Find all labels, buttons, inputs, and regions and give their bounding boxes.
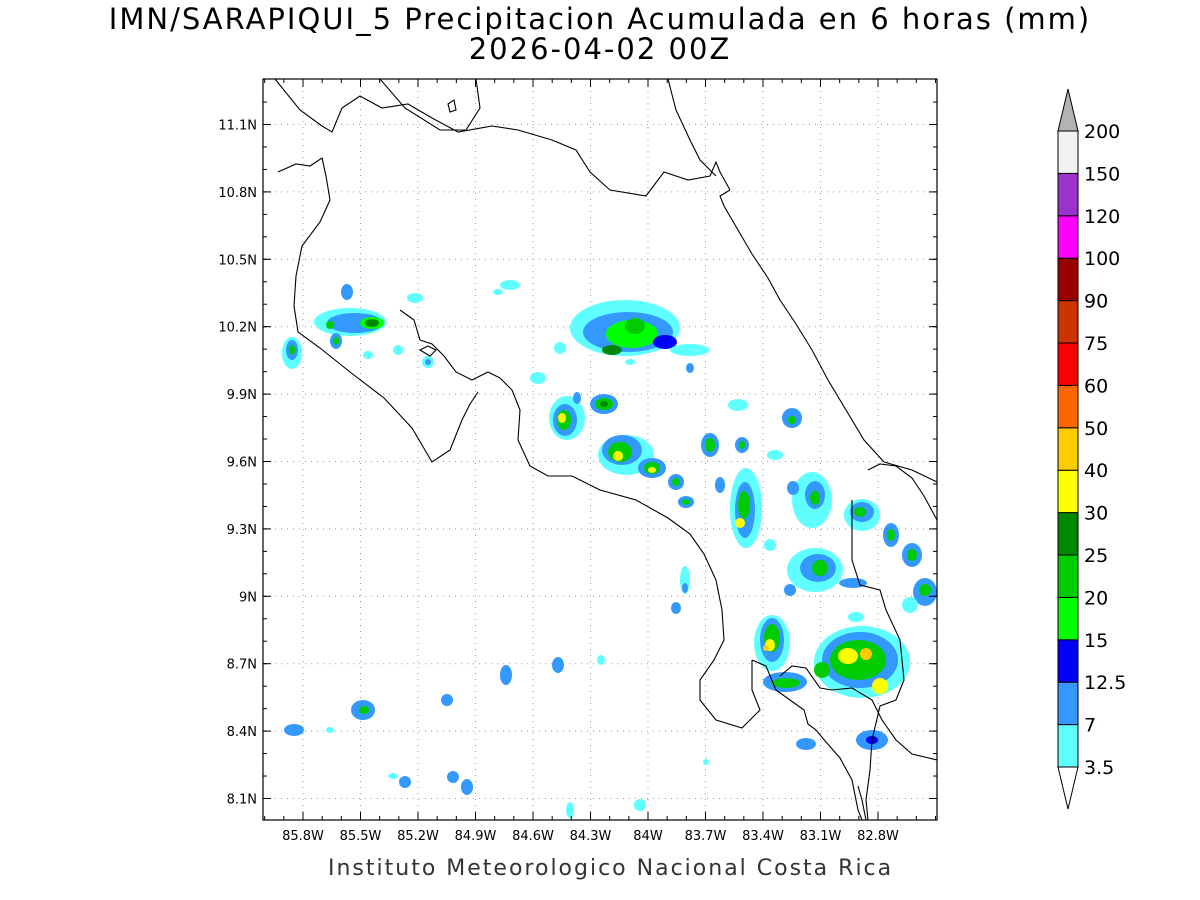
precipitation-field [282, 280, 937, 818]
map-title: IMN/SARAPIQUI_5 Precipitacion Acumulada … [108, 2, 1092, 36]
colorbar-level-label: 3.5 [1084, 757, 1114, 779]
colorbar-level-label: 75 [1084, 333, 1108, 355]
colorbar-level-label: 7 [1084, 715, 1096, 737]
colorbar-level-label: 20 [1084, 587, 1108, 609]
colorbar-level-label: 100 [1084, 248, 1120, 270]
colorbar-swatch [1057, 342, 1079, 386]
colorbar-swatch [1057, 427, 1079, 471]
lon-tick-label: 84.3W [570, 829, 612, 844]
latitude-labels: 11.1N 10.8N 10.5N 10.2N 9.9N 9.6N 9.3N 9N 8.7N 8.… [218, 119, 257, 808]
lon-tick-label: 84W [633, 829, 663, 844]
colorbar-swatch [1057, 257, 1079, 302]
lon-tick-label: 83.1W [800, 829, 842, 844]
lat-tick-label: 8.7N [227, 658, 257, 673]
lat-tick-label: 11.1N [218, 119, 257, 134]
lon-tick-label: 83.7W [685, 829, 727, 844]
lat-tick-label: 9.9N [227, 388, 257, 403]
lat-tick-label: 10.2N [218, 321, 257, 336]
colorbar-under-arrow [1057, 766, 1079, 810]
colorbar-level-label: 200 [1084, 121, 1120, 143]
colorbar-swatch [1057, 384, 1079, 429]
colorbar-level-label: 30 [1084, 503, 1108, 525]
colorbar-swatch [1057, 215, 1079, 259]
colorbar-level-label: 150 [1084, 163, 1120, 185]
lon-tick-label: 85.8W [282, 829, 324, 844]
lat-tick-label: 9N [239, 590, 257, 605]
map-subtitle: 2026-04-02 00Z [468, 32, 732, 66]
lat-tick-label: 9.3N [227, 523, 257, 538]
colorbar-swatch [1057, 639, 1079, 683]
colorbar-level-label: 25 [1084, 545, 1108, 567]
colorbar-swatch [1057, 724, 1079, 768]
colorbar-level-label: 40 [1084, 460, 1108, 482]
colorbar-swatch [1057, 681, 1079, 726]
colorbar: 3.5 7 12.5 15 20 25 30 40 50 60 75 90 100 120 150 200 [1057, 88, 1126, 810]
colorbar-swatch [1057, 469, 1079, 514]
colorbar-swatch [1057, 172, 1079, 217]
colorbar-level-label: 90 [1084, 291, 1108, 313]
colorbar-level-label: 60 [1084, 375, 1108, 397]
lon-tick-label: 85.5W [340, 829, 382, 844]
lon-tick-label: 83.4W [742, 829, 784, 844]
colorbar-level-label: 12.5 [1084, 672, 1126, 694]
lon-tick-label: 85.2W [397, 829, 439, 844]
colorbar-swatch [1057, 300, 1079, 344]
credit-text: Instituto Meteorologico Nacional Costa R… [328, 856, 894, 881]
lat-tick-label: 8.4N [227, 725, 257, 740]
colorbar-swatch [1057, 130, 1079, 174]
colorbar-swatch [1057, 554, 1079, 598]
coastline-borders [274, 79, 937, 820]
colorbar-level-label: 120 [1084, 206, 1120, 228]
lat-tick-label: 10.5N [218, 253, 257, 268]
colorbar-swatch [1057, 512, 1079, 556]
lat-tick-label: 10.8N [218, 186, 257, 201]
lon-tick-label: 84.6W [512, 829, 554, 844]
longitude-labels: 85.8W 85.5W 85.2W 84.9W 84.6W 84.3W 84W 83.7W 83… [282, 829, 899, 844]
axis-ticks [263, 79, 937, 820]
lat-tick-label: 9.6N [227, 456, 257, 471]
lon-tick-label: 82.8W [857, 829, 899, 844]
colorbar-swatch [1057, 596, 1079, 641]
colorbar-level-label: 15 [1084, 630, 1108, 652]
lat-tick-label: 8.1N [227, 793, 257, 808]
colorbar-over-arrow [1057, 88, 1079, 132]
lon-tick-label: 84.9W [455, 829, 497, 844]
colorbar-level-label: 50 [1084, 418, 1108, 440]
